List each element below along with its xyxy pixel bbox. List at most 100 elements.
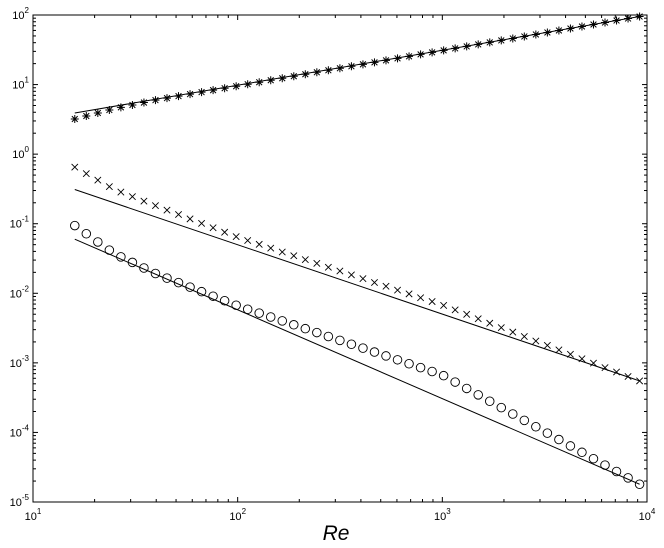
data-point <box>634 479 645 489</box>
y-tick-label-exp: -4 <box>22 423 30 432</box>
data-point <box>278 74 287 83</box>
data-point <box>577 447 587 458</box>
data-point <box>186 90 195 99</box>
data-point <box>474 40 483 49</box>
data-point <box>382 282 390 290</box>
data-point <box>128 100 137 109</box>
data-point <box>336 267 344 275</box>
data-point <box>139 263 149 273</box>
data-point <box>277 316 288 326</box>
data-point <box>381 351 391 361</box>
y-tick-label: 102 <box>12 6 29 22</box>
data-point <box>451 306 459 314</box>
y-tick-label-base: 10 <box>12 10 24 22</box>
data-point <box>531 30 540 39</box>
x-tick-label: 103 <box>434 507 451 523</box>
data-point <box>439 46 448 55</box>
data-point <box>174 210 183 219</box>
data-point <box>266 76 275 85</box>
data-point <box>105 183 113 191</box>
data-point <box>393 54 402 63</box>
data-point <box>312 327 322 338</box>
data-point <box>116 103 125 112</box>
data-point <box>255 240 263 248</box>
data-point <box>601 18 610 27</box>
data-point <box>623 473 633 483</box>
data-point <box>278 248 286 256</box>
data-point <box>82 112 91 121</box>
data-point <box>543 341 551 349</box>
data-point <box>301 256 309 264</box>
data-point <box>508 409 518 419</box>
data-point <box>174 92 183 101</box>
data-point <box>611 466 622 477</box>
data-point <box>543 28 552 37</box>
data-point <box>520 333 528 341</box>
tick-labels: 101 102 103 10410-510-410-310-210-110010110… <box>10 6 656 523</box>
data-point <box>70 220 80 231</box>
data-point <box>613 368 621 376</box>
data-point <box>566 350 574 358</box>
data-point <box>221 228 229 236</box>
data-point <box>290 252 298 260</box>
data-point <box>289 320 299 330</box>
data-point <box>636 377 644 385</box>
data-point <box>428 298 436 306</box>
data-point <box>209 224 217 232</box>
y-tick-label-base: 10 <box>10 427 22 439</box>
data-point <box>104 245 115 255</box>
data-point <box>624 14 633 23</box>
y-tick-label-base: 10 <box>10 288 22 300</box>
x-tick-label: 104 <box>639 507 656 523</box>
data-point <box>313 259 321 267</box>
data-point <box>485 38 494 47</box>
data-point <box>416 50 425 59</box>
y-tick-label-base: 10 <box>12 149 24 161</box>
x-tick-label-exp: 3 <box>446 507 451 516</box>
data-point <box>324 263 332 271</box>
data-point <box>370 58 379 67</box>
axis-ticks <box>32 14 648 503</box>
data-point <box>127 257 138 268</box>
data-point <box>220 84 229 93</box>
data-point <box>128 193 136 201</box>
data-point <box>578 355 586 363</box>
y-tick-label-base: 10 <box>10 358 22 370</box>
data-point <box>417 294 425 302</box>
data-point <box>231 300 241 310</box>
data-point <box>232 82 241 91</box>
series-asterisk <box>70 12 644 123</box>
data-point <box>93 109 102 118</box>
data-point <box>82 170 90 178</box>
data-point <box>508 34 517 43</box>
data-point <box>117 188 125 196</box>
data-point <box>139 98 148 107</box>
data-point <box>196 286 207 297</box>
data-point <box>532 337 540 345</box>
y-tick-label-exp: 0 <box>25 145 30 154</box>
x-tick-label-exp: 4 <box>651 507 656 516</box>
x-tick-label-base: 10 <box>639 511 651 523</box>
data-point <box>463 310 471 318</box>
data-point <box>359 275 367 283</box>
data-point <box>554 434 564 445</box>
data-point <box>554 26 563 35</box>
series-layer <box>70 12 645 489</box>
x-axis-title: Re <box>323 522 350 545</box>
data-point <box>116 252 126 262</box>
data-point <box>519 415 530 426</box>
data-point <box>601 364 609 372</box>
y-tick-label-base: 10 <box>10 497 22 509</box>
data-point <box>335 64 344 73</box>
data-point <box>94 176 102 184</box>
data-point <box>150 268 161 279</box>
data-point <box>451 44 460 53</box>
data-point <box>185 282 195 292</box>
data-point <box>450 377 460 387</box>
data-point <box>347 271 355 279</box>
data-point <box>589 20 598 29</box>
data-point <box>232 233 240 241</box>
data-point <box>497 324 505 332</box>
data-point <box>71 163 79 171</box>
